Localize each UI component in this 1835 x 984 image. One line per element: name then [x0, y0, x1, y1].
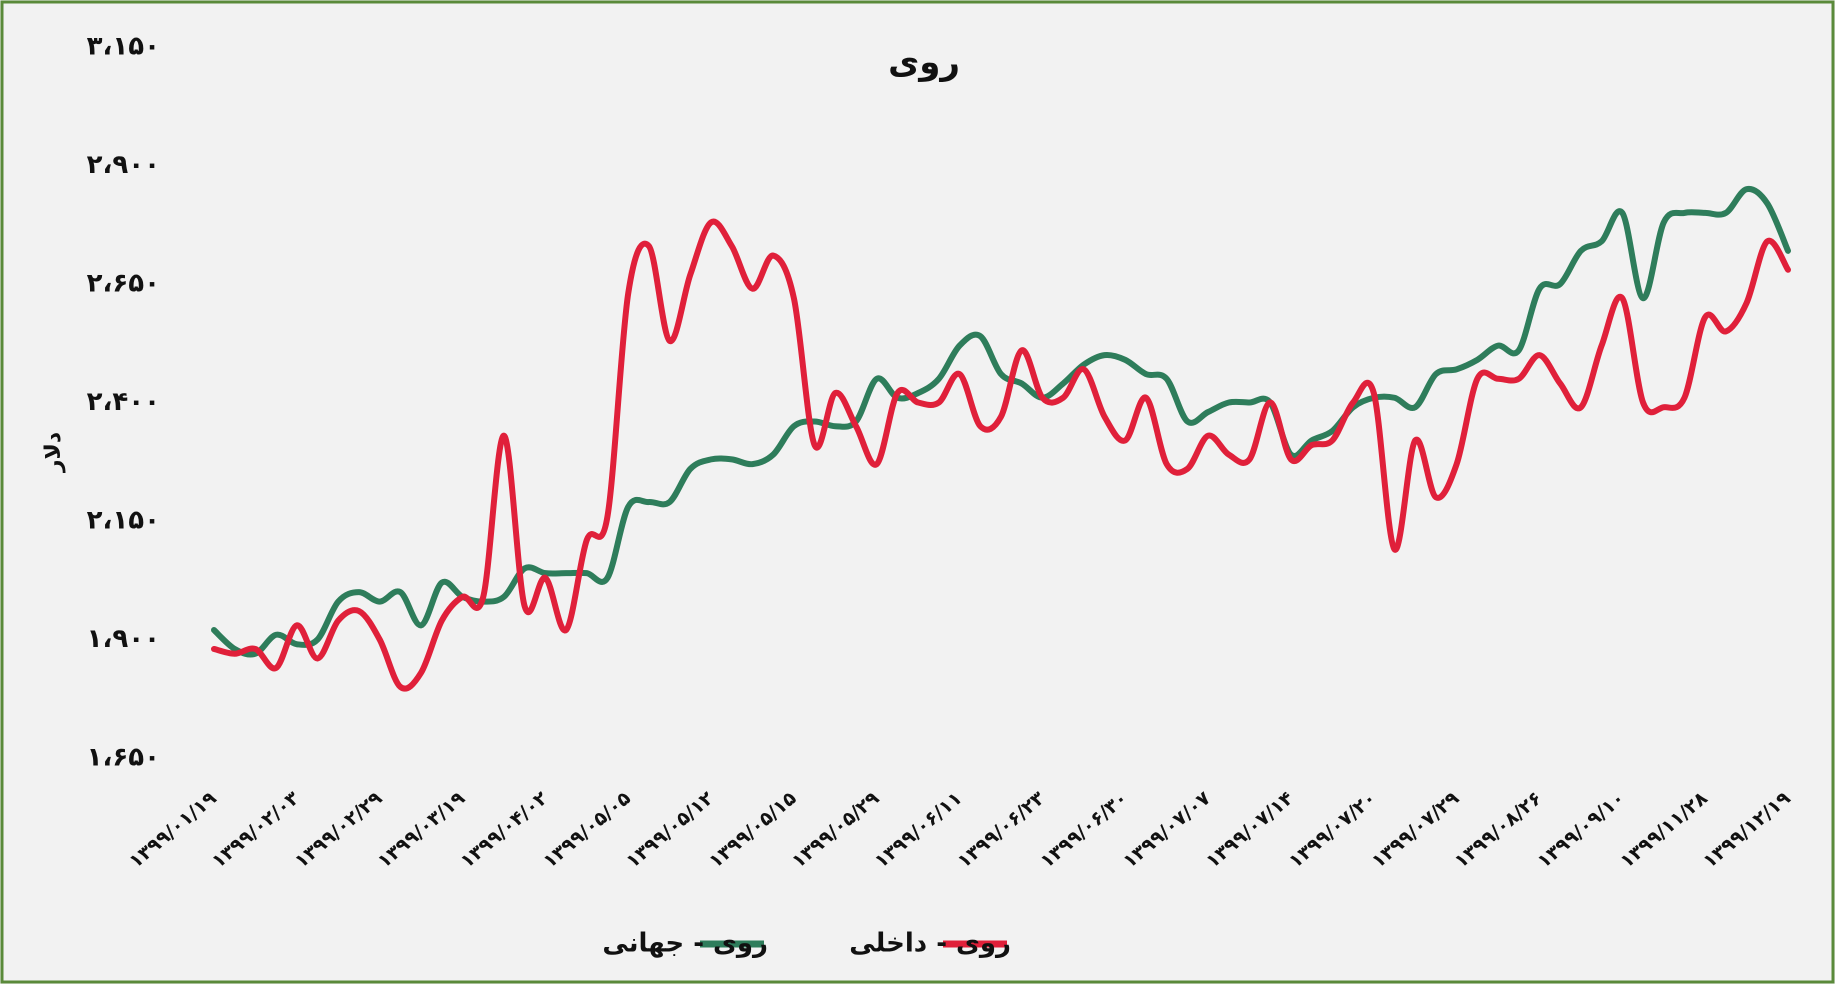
y-tick-label: ۲،۶۵۰	[87, 269, 160, 299]
y-axis-label: دلار	[41, 432, 66, 473]
y-tick-label: ۲،۱۵۰	[87, 506, 160, 536]
y-tick-label: ۱،۶۵۰	[87, 743, 160, 773]
series-line	[211, 218, 1791, 692]
legend-label: روی - جهانی	[602, 929, 768, 959]
y-tick-label: ۳،۱۵۰	[87, 32, 160, 62]
y-tick-label: ۲،۹۰۰	[87, 150, 160, 180]
chart-title: روی	[888, 43, 960, 83]
legend-label: روی - داخلی	[849, 929, 1011, 959]
y-tick-label: ۲،۴۰۰	[87, 387, 160, 417]
y-tick-label: ۱،۹۰۰	[87, 624, 160, 654]
